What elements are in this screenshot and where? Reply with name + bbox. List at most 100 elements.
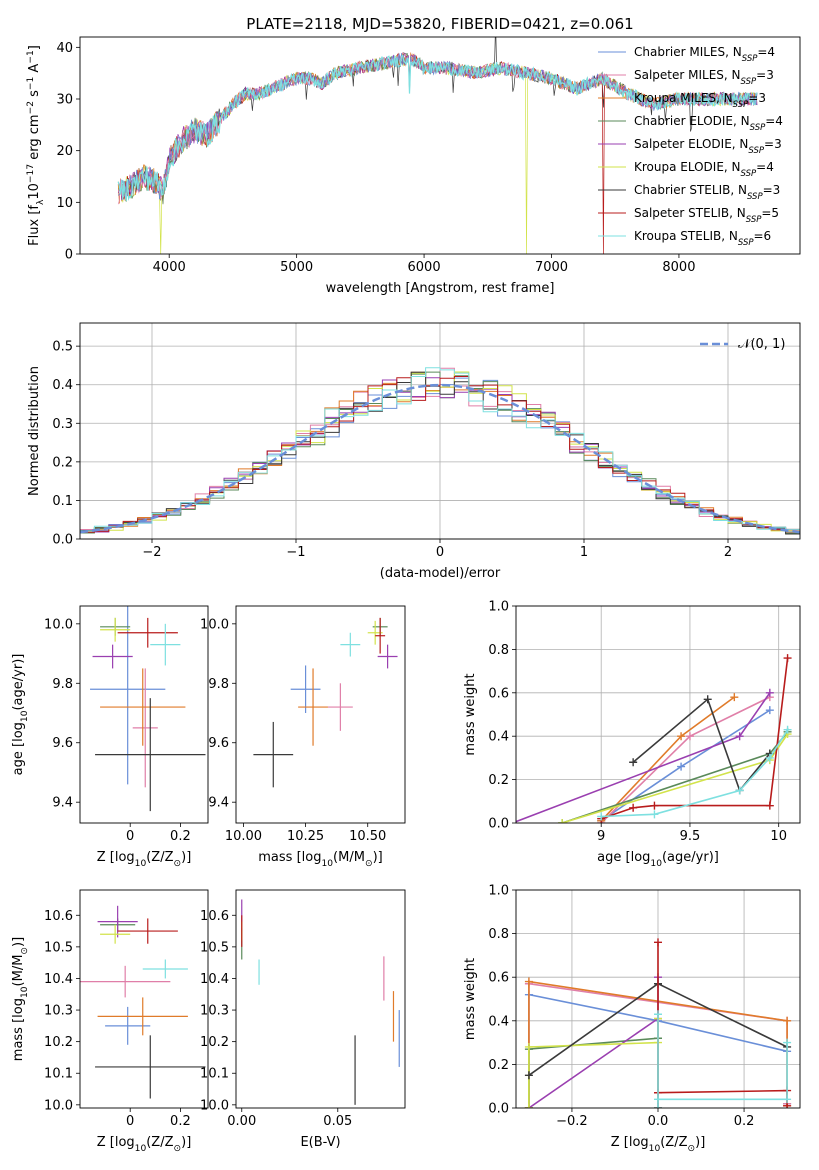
errorbar-point-kroupa-miles bbox=[97, 997, 188, 1036]
y-tick-label: 10.6 bbox=[200, 909, 229, 924]
series-marker bbox=[765, 801, 774, 810]
y-tick-label: 10.3 bbox=[200, 1004, 229, 1019]
y-tick-label: 10.4 bbox=[200, 972, 229, 987]
series-marker bbox=[524, 977, 533, 986]
series-marker bbox=[783, 725, 792, 734]
histogram-kroupa-stelib bbox=[80, 367, 800, 532]
series-kroupa-miles bbox=[597, 693, 739, 823]
series-marker bbox=[654, 938, 662, 947]
errorbar-point-kroupa-stelib bbox=[340, 632, 361, 657]
axes-mass_vs_Z: 0 0.2 10.0 10.1 10.2 10.3 10.4 10.5 10.6 Z [log10… bbox=[11, 889, 209, 1154]
x-tick-label: 1 bbox=[580, 545, 588, 560]
x-tick-label: 0 bbox=[436, 545, 444, 560]
x-tick-label: 0.05 bbox=[323, 1114, 352, 1129]
y-tick-label: 10.0 bbox=[44, 1098, 73, 1113]
y-axis-label: Flux [fλ10−17 erg cm−2 s−1 A−1] bbox=[26, 45, 46, 246]
y-tick-label: 0.0 bbox=[52, 533, 73, 548]
axes-mass_weight_vs_age: 9 9.5 10 0.0 0.2 0.4 0.6 0.8 1.0 age [log10(age/y… bbox=[463, 600, 801, 869]
plot-area bbox=[241, 899, 400, 1105]
y-axis-label: age [log10(age/yr)] bbox=[11, 654, 30, 776]
y-tick-label: 10.2 bbox=[200, 1035, 229, 1050]
x-tick-label: 0.2 bbox=[170, 1114, 191, 1129]
x-axis-label: age [log10(age/yr)] bbox=[597, 850, 719, 869]
y-tick-label: 0.2 bbox=[488, 773, 509, 788]
x-tick-label: 0 bbox=[126, 1114, 134, 1129]
y-tick-label: 9.6 bbox=[52, 736, 73, 751]
legend-label: Kroupa STELIB, NSSP=6 bbox=[634, 229, 771, 248]
legend-label: 𝒩(0, 1) bbox=[738, 337, 785, 352]
x-tick-label: −2 bbox=[142, 545, 161, 560]
legend-label: Salpeter ELODIE, NSSP=3 bbox=[634, 137, 782, 156]
y-tick-label: 0.3 bbox=[52, 417, 73, 432]
axes-frame bbox=[515, 889, 801, 1109]
axes-spectrum: 4000 5000 6000 7000 8000 0 10 20 30 40 wavelength … bbox=[26, 36, 801, 296]
x-axis-label: Z [log10(Z/Z⊙)] bbox=[97, 1135, 192, 1154]
y-tick-label: 0.8 bbox=[488, 643, 509, 658]
errorbar-point-kroupa-elodie bbox=[100, 924, 131, 944]
x-tick-label: −0.2 bbox=[556, 1114, 588, 1129]
axes-mass_vs_EBV: 0.00 0.05 10.0 10.1 10.2 10.3 10.4 10.5 10.6 E(B-… bbox=[200, 889, 406, 1150]
legend-label: Kroupa MILES, NSSP=3 bbox=[634, 91, 766, 110]
series-marker bbox=[524, 1042, 533, 1051]
errorbar-point-chabrier-stelib bbox=[95, 698, 206, 812]
series-marker bbox=[783, 654, 792, 663]
axes-frame bbox=[79, 322, 801, 540]
y-tick-label: 10.2 bbox=[44, 1035, 73, 1050]
errorbar-point-kroupa-miles bbox=[100, 668, 186, 746]
x-tick-label: 2 bbox=[724, 545, 732, 560]
series-marker bbox=[677, 732, 686, 741]
normal-reference-curve bbox=[80, 383, 800, 534]
y-tick-label: 10.5 bbox=[44, 940, 73, 955]
y-tick-label: 0.1 bbox=[52, 494, 73, 509]
plot-area bbox=[524, 938, 792, 1108]
y-tick-label: 30 bbox=[56, 93, 73, 108]
y-axis-label: mass weight bbox=[463, 673, 478, 755]
axes-frame bbox=[79, 889, 209, 1109]
y-tick-label: 0.8 bbox=[488, 927, 509, 942]
series-marker bbox=[629, 758, 638, 767]
errorbar-point-kroupa-miles bbox=[298, 668, 328, 746]
axes-age_vs_Z: 0 0.2 9.4 9.6 9.8 10.0 Z [log10(Z/Z⊙)] age [log… bbox=[11, 605, 209, 869]
x-tick-label: 8000 bbox=[662, 260, 695, 275]
y-tick-label: 10.5 bbox=[200, 940, 229, 955]
series-marker bbox=[783, 1095, 792, 1104]
errorbar-point-salpeter-elodie bbox=[377, 644, 398, 669]
series-salpeter-elodie bbox=[516, 688, 774, 823]
plot-area bbox=[117, 37, 758, 254]
errorbar-point-salpeter-elodie bbox=[92, 644, 133, 669]
series-marker bbox=[765, 706, 774, 715]
x-tick-label: 10 bbox=[770, 829, 787, 844]
series-marker bbox=[677, 762, 686, 771]
series-marker bbox=[735, 786, 744, 795]
x-tick-label: 9.5 bbox=[680, 829, 701, 844]
series-kroupa-stelib bbox=[654, 1010, 792, 1108]
series-marker bbox=[765, 688, 774, 697]
errorbar-point-salpeter-stelib bbox=[117, 617, 178, 648]
errorbar-point-kroupa-stelib bbox=[150, 623, 181, 666]
x-axis-label: Z [log10(Z/Z⊙)] bbox=[611, 1135, 706, 1154]
y-axis-label: mass weight bbox=[463, 958, 478, 1040]
series-marker bbox=[629, 803, 638, 812]
legend-label: Salpeter STELIB, NSSP=5 bbox=[634, 206, 779, 225]
series-marker bbox=[735, 732, 744, 741]
series-marker bbox=[730, 693, 739, 702]
y-tick-label: 10.1 bbox=[200, 1067, 229, 1082]
x-axis-label: Z [log10(Z/Z⊙)] bbox=[97, 850, 192, 869]
series-line bbox=[632, 697, 771, 793]
series-marker bbox=[650, 810, 659, 819]
spectrum-line-kroupa-elodie bbox=[117, 54, 758, 254]
errorbar-point-salpeter-stelib bbox=[117, 918, 178, 944]
axes-age_vs_mass: 10.00 10.25 10.50 9.4 9.6 9.8 10.0 mass [log10(… bbox=[200, 605, 406, 869]
spectrum-legend: Chabrier MILES, NSSP=4 Salpeter MILES, NS… bbox=[598, 45, 783, 248]
y-tick-label: 10 bbox=[56, 196, 73, 211]
y-tick-label: 10.3 bbox=[44, 1004, 73, 1019]
x-tick-label: 6000 bbox=[408, 260, 441, 275]
y-tick-label: 0 bbox=[65, 248, 73, 263]
plot-area bbox=[80, 367, 800, 535]
x-tick-label: 5000 bbox=[280, 260, 313, 275]
y-tick-label: 0.0 bbox=[488, 817, 509, 832]
axes-residuals: −2 −1 0 1 2 0.0 0.1 0.2 0.3 0.4 0.5 (data-model)/er… bbox=[27, 322, 801, 581]
series-marker bbox=[765, 753, 774, 762]
series-line bbox=[516, 692, 771, 823]
